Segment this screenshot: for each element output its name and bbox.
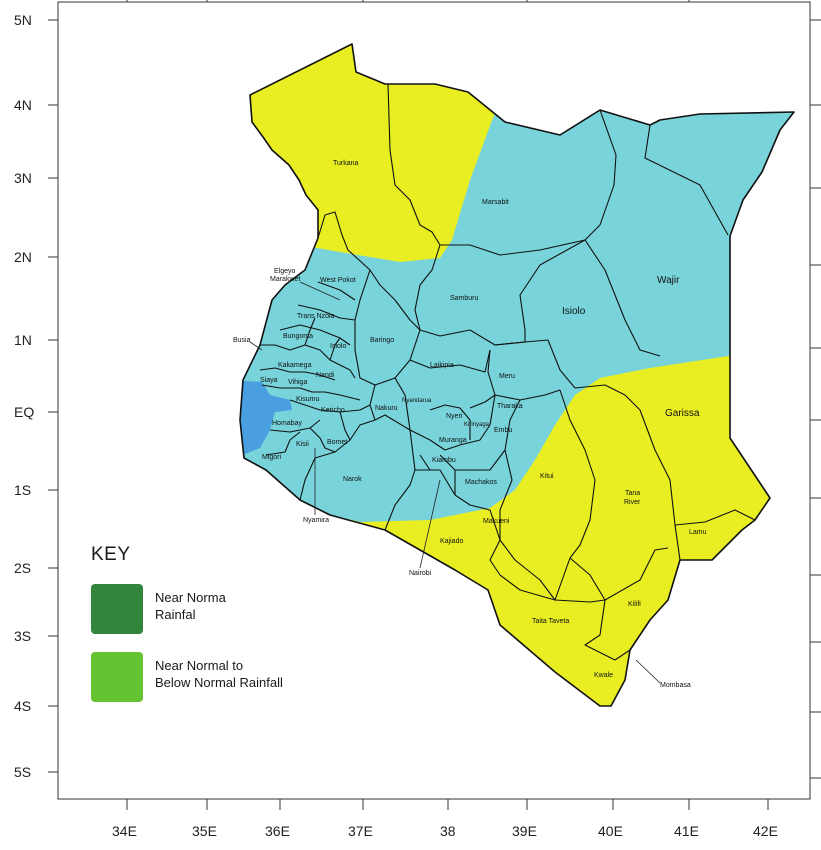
y-tick-label: 2S	[14, 560, 31, 576]
county-label-narok: Narok	[343, 476, 362, 483]
y-tick-label: 5S	[14, 764, 31, 780]
county-labels: Turkana Marsabit Wajir Isiolo Garissa Sa…	[233, 160, 707, 689]
county-label-tana-1: Tana	[625, 490, 640, 497]
county-label-kilifi: Kilifi	[628, 601, 641, 608]
county-label-kiambu: Kiambu	[432, 457, 456, 464]
county-borders	[259, 83, 756, 661]
y-tick-label: 3S	[14, 628, 31, 644]
x-tick-label: 41E	[674, 823, 699, 839]
county-label-kisii: Kisii	[296, 441, 309, 448]
x-tick-label: 36E	[265, 823, 290, 839]
county-label-laikipia: Laikipia	[430, 362, 454, 369]
county-label-machakos: Machakos	[465, 479, 497, 486]
zone-dry-north	[240, 44, 500, 262]
county-label-lamu: Lamu	[689, 529, 707, 536]
county-label-garissa: Garissa	[665, 408, 700, 419]
county-label-meru: Meru	[499, 373, 515, 380]
county-label-elgeyo-1: Elgeyo	[274, 268, 296, 275]
county-label-tana-2: River	[624, 499, 641, 506]
tick-marks	[48, 0, 821, 810]
y-tick-label: 4N	[14, 97, 32, 113]
county-label-turkana: Turkana	[333, 160, 359, 167]
county-label-kwale: Kwale	[594, 672, 613, 679]
y-axis-labels: 5N 4N 3N 2N 1N EQ 1S 2S 3S 4S 5S	[14, 12, 34, 780]
county-label-siaya: Siaya	[260, 377, 278, 384]
key-item-near-normal-below: Near Normal to Below Normal Rainfall	[91, 652, 283, 702]
county-label-nairobi: Nairobi	[409, 570, 432, 577]
county-label-kajiado: Kajiado	[440, 538, 463, 545]
county-label-isiolo-small: Isiolo	[330, 343, 346, 350]
county-label-homabay: Homabay	[272, 420, 302, 427]
y-tick-label: 5N	[14, 12, 32, 28]
plot-frame	[57, 1, 811, 800]
county-label-vihiga: Vihiga	[288, 379, 307, 386]
x-tick-label: 35E	[192, 823, 217, 839]
x-tick-label: 40E	[598, 823, 623, 839]
county-label-nakuru: Nakuru	[375, 405, 398, 412]
key-label-near-normal: Near Norma Rainfal	[155, 590, 226, 622]
county-label-kakamega: Kakamega	[278, 362, 312, 369]
lake-victoria	[240, 380, 292, 456]
county-label-makueni: Makueni	[483, 518, 510, 525]
y-tick-label: 3N	[14, 170, 32, 186]
county-label-kirinyaga: Kirinyaga	[464, 422, 490, 428]
county-label-nyeri: Nyeri	[446, 413, 463, 420]
x-axis-labels: 34E 35E 36E 37E 38 39E 40E 41E 42E	[112, 823, 778, 839]
key-swatch-near-normal	[91, 584, 143, 634]
county-label-west-pokot: West Pokot	[320, 277, 356, 284]
county-label-migori: Migori	[262, 454, 282, 461]
key-item-near-normal: Near Norma Rainfal	[91, 584, 226, 634]
x-tick-label: 34E	[112, 823, 137, 839]
county-label-muranga: Muranga	[439, 437, 467, 444]
county-label-wajir: Wajir	[657, 275, 680, 286]
county-label-elgeyo-2: Marakwet	[270, 276, 300, 283]
county-label-nyamira: Nyamira	[303, 517, 329, 524]
kenya-outline	[239, 43, 795, 707]
x-tick-label: 37E	[348, 823, 373, 839]
county-label-kitui: Kitui	[540, 473, 554, 480]
county-label-busia: Busia	[233, 337, 251, 344]
y-tick-label: 2N	[14, 249, 32, 265]
county-label-trans-nzoia: Trans Nzoia	[297, 313, 335, 320]
y-tick-label: 4S	[14, 698, 31, 714]
county-label-taita: Taita Taveta	[532, 618, 569, 625]
county-label-isiolo-big: Isiolo	[562, 306, 586, 317]
county-label-samburu: Samburu	[450, 295, 479, 302]
x-tick-label: 38	[440, 823, 456, 839]
county-label-embu: Embu	[494, 427, 512, 434]
county-label-kisumu: Kisumu	[296, 396, 319, 403]
key-label-near-normal-below: Near Normal to Below Normal Rainfall	[155, 658, 283, 690]
county-label-baringo: Baringo	[370, 337, 394, 344]
county-label-bomet: Bomet	[327, 439, 347, 446]
y-tick-label: EQ	[14, 404, 34, 420]
y-tick-label: 1S	[14, 482, 31, 498]
leader-lines	[249, 281, 661, 684]
x-tick-label: 39E	[512, 823, 537, 839]
key-title: KEY	[91, 544, 131, 565]
county-label-nyandarua: Nyandarua	[402, 398, 432, 404]
county-label-tharaka: Tharaka	[497, 403, 523, 410]
county-label-bungoma: Bungoma	[283, 333, 313, 340]
county-label-nandi: Nandi	[316, 372, 335, 379]
county-label-mombasa: Mombasa	[660, 682, 691, 689]
x-tick-label: 42E	[753, 823, 778, 839]
y-tick-label: 1N	[14, 332, 32, 348]
county-label-marsabit: Marsabit	[482, 199, 509, 206]
key-swatch-near-normal-below	[91, 652, 143, 702]
county-label-kericho: Kericho	[321, 407, 345, 414]
kenya-map	[239, 43, 795, 707]
